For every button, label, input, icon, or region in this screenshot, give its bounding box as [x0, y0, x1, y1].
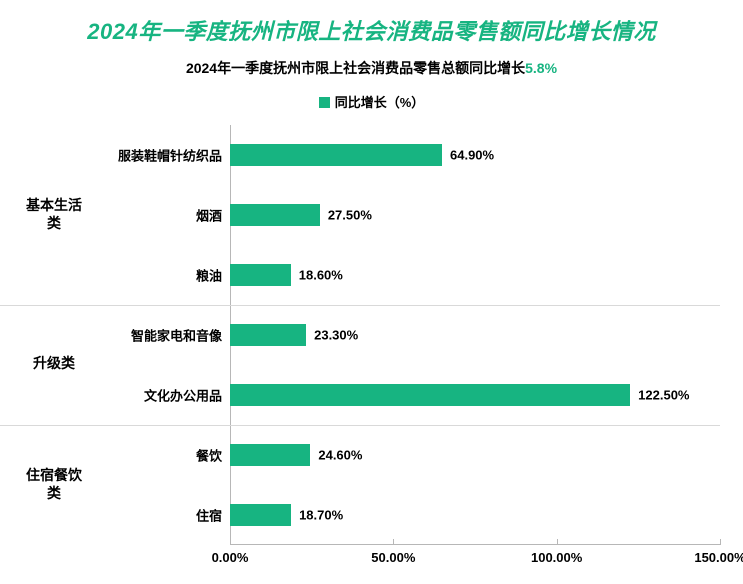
group-separator [0, 425, 720, 426]
x-tick-label: 150.00% [694, 550, 743, 565]
group-label: 升级类 [0, 355, 108, 373]
x-tick-label: 100.00% [531, 550, 582, 565]
category-label: 智能家电和音像 [108, 326, 222, 345]
chart-title: 2024年一季度抚州市限上社会消费品零售额同比增长情况 [0, 0, 743, 46]
group-label: 基本生活类 [0, 197, 108, 232]
group-label-column: 基本生活类升级类住宿餐饮类 [0, 125, 108, 545]
category-label: 烟酒 [108, 206, 222, 225]
x-tick-label: 50.00% [371, 550, 415, 565]
bar [230, 384, 630, 406]
bar [230, 504, 291, 526]
bar-value-label: 23.30% [314, 328, 358, 343]
category-label: 住宿 [108, 506, 222, 525]
legend-swatch [319, 97, 330, 108]
bar-value-label: 64.90% [450, 148, 494, 163]
bar [230, 264, 291, 286]
x-tick-mark [230, 539, 231, 545]
x-tick-label: 0.00% [212, 550, 249, 565]
chart-subtitle: 2024年一季度抚州市限上社会消费品零售总额同比增长5.8% [0, 58, 743, 78]
x-tick-mark [393, 539, 394, 545]
bar [230, 144, 442, 166]
category-label: 餐饮 [108, 446, 222, 465]
x-tick-mark [720, 539, 721, 545]
x-axis-line [230, 544, 720, 545]
category-label: 文化办公用品 [108, 386, 222, 405]
x-tick-mark [557, 539, 558, 545]
bar-value-label: 24.60% [318, 448, 362, 463]
bar [230, 324, 306, 346]
group-label: 住宿餐饮类 [0, 467, 108, 502]
legend-label: 同比增长（%） [335, 95, 425, 110]
subtitle-prefix: 2024年一季度抚州市限上社会消费品零售总额同比增长 [186, 60, 525, 76]
category-label: 服装鞋帽针纺织品 [108, 146, 222, 165]
group-separator [0, 305, 720, 306]
bar-value-label: 122.50% [638, 388, 689, 403]
chart-area: 基本生活类升级类住宿餐饮类 服装鞋帽针纺织品烟酒粮油智能家电和音像文化办公用品餐… [0, 125, 743, 565]
bar-value-label: 27.50% [328, 208, 372, 223]
category-label: 粮油 [108, 266, 222, 285]
bar [230, 204, 320, 226]
plot-area: 0.00%50.00%100.00%150.00%64.90%27.50%18.… [230, 125, 720, 545]
legend: 同比增长（%） [0, 92, 743, 111]
bar-value-label: 18.70% [299, 508, 343, 523]
bar-value-label: 18.60% [299, 268, 343, 283]
bar [230, 444, 310, 466]
category-label-column: 服装鞋帽针纺织品烟酒粮油智能家电和音像文化办公用品餐饮住宿 [108, 125, 230, 545]
subtitle-value: 5.8% [525, 60, 557, 76]
